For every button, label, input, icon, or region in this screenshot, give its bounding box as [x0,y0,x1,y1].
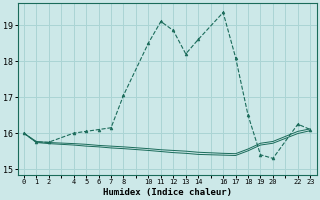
X-axis label: Humidex (Indice chaleur): Humidex (Indice chaleur) [103,188,232,197]
